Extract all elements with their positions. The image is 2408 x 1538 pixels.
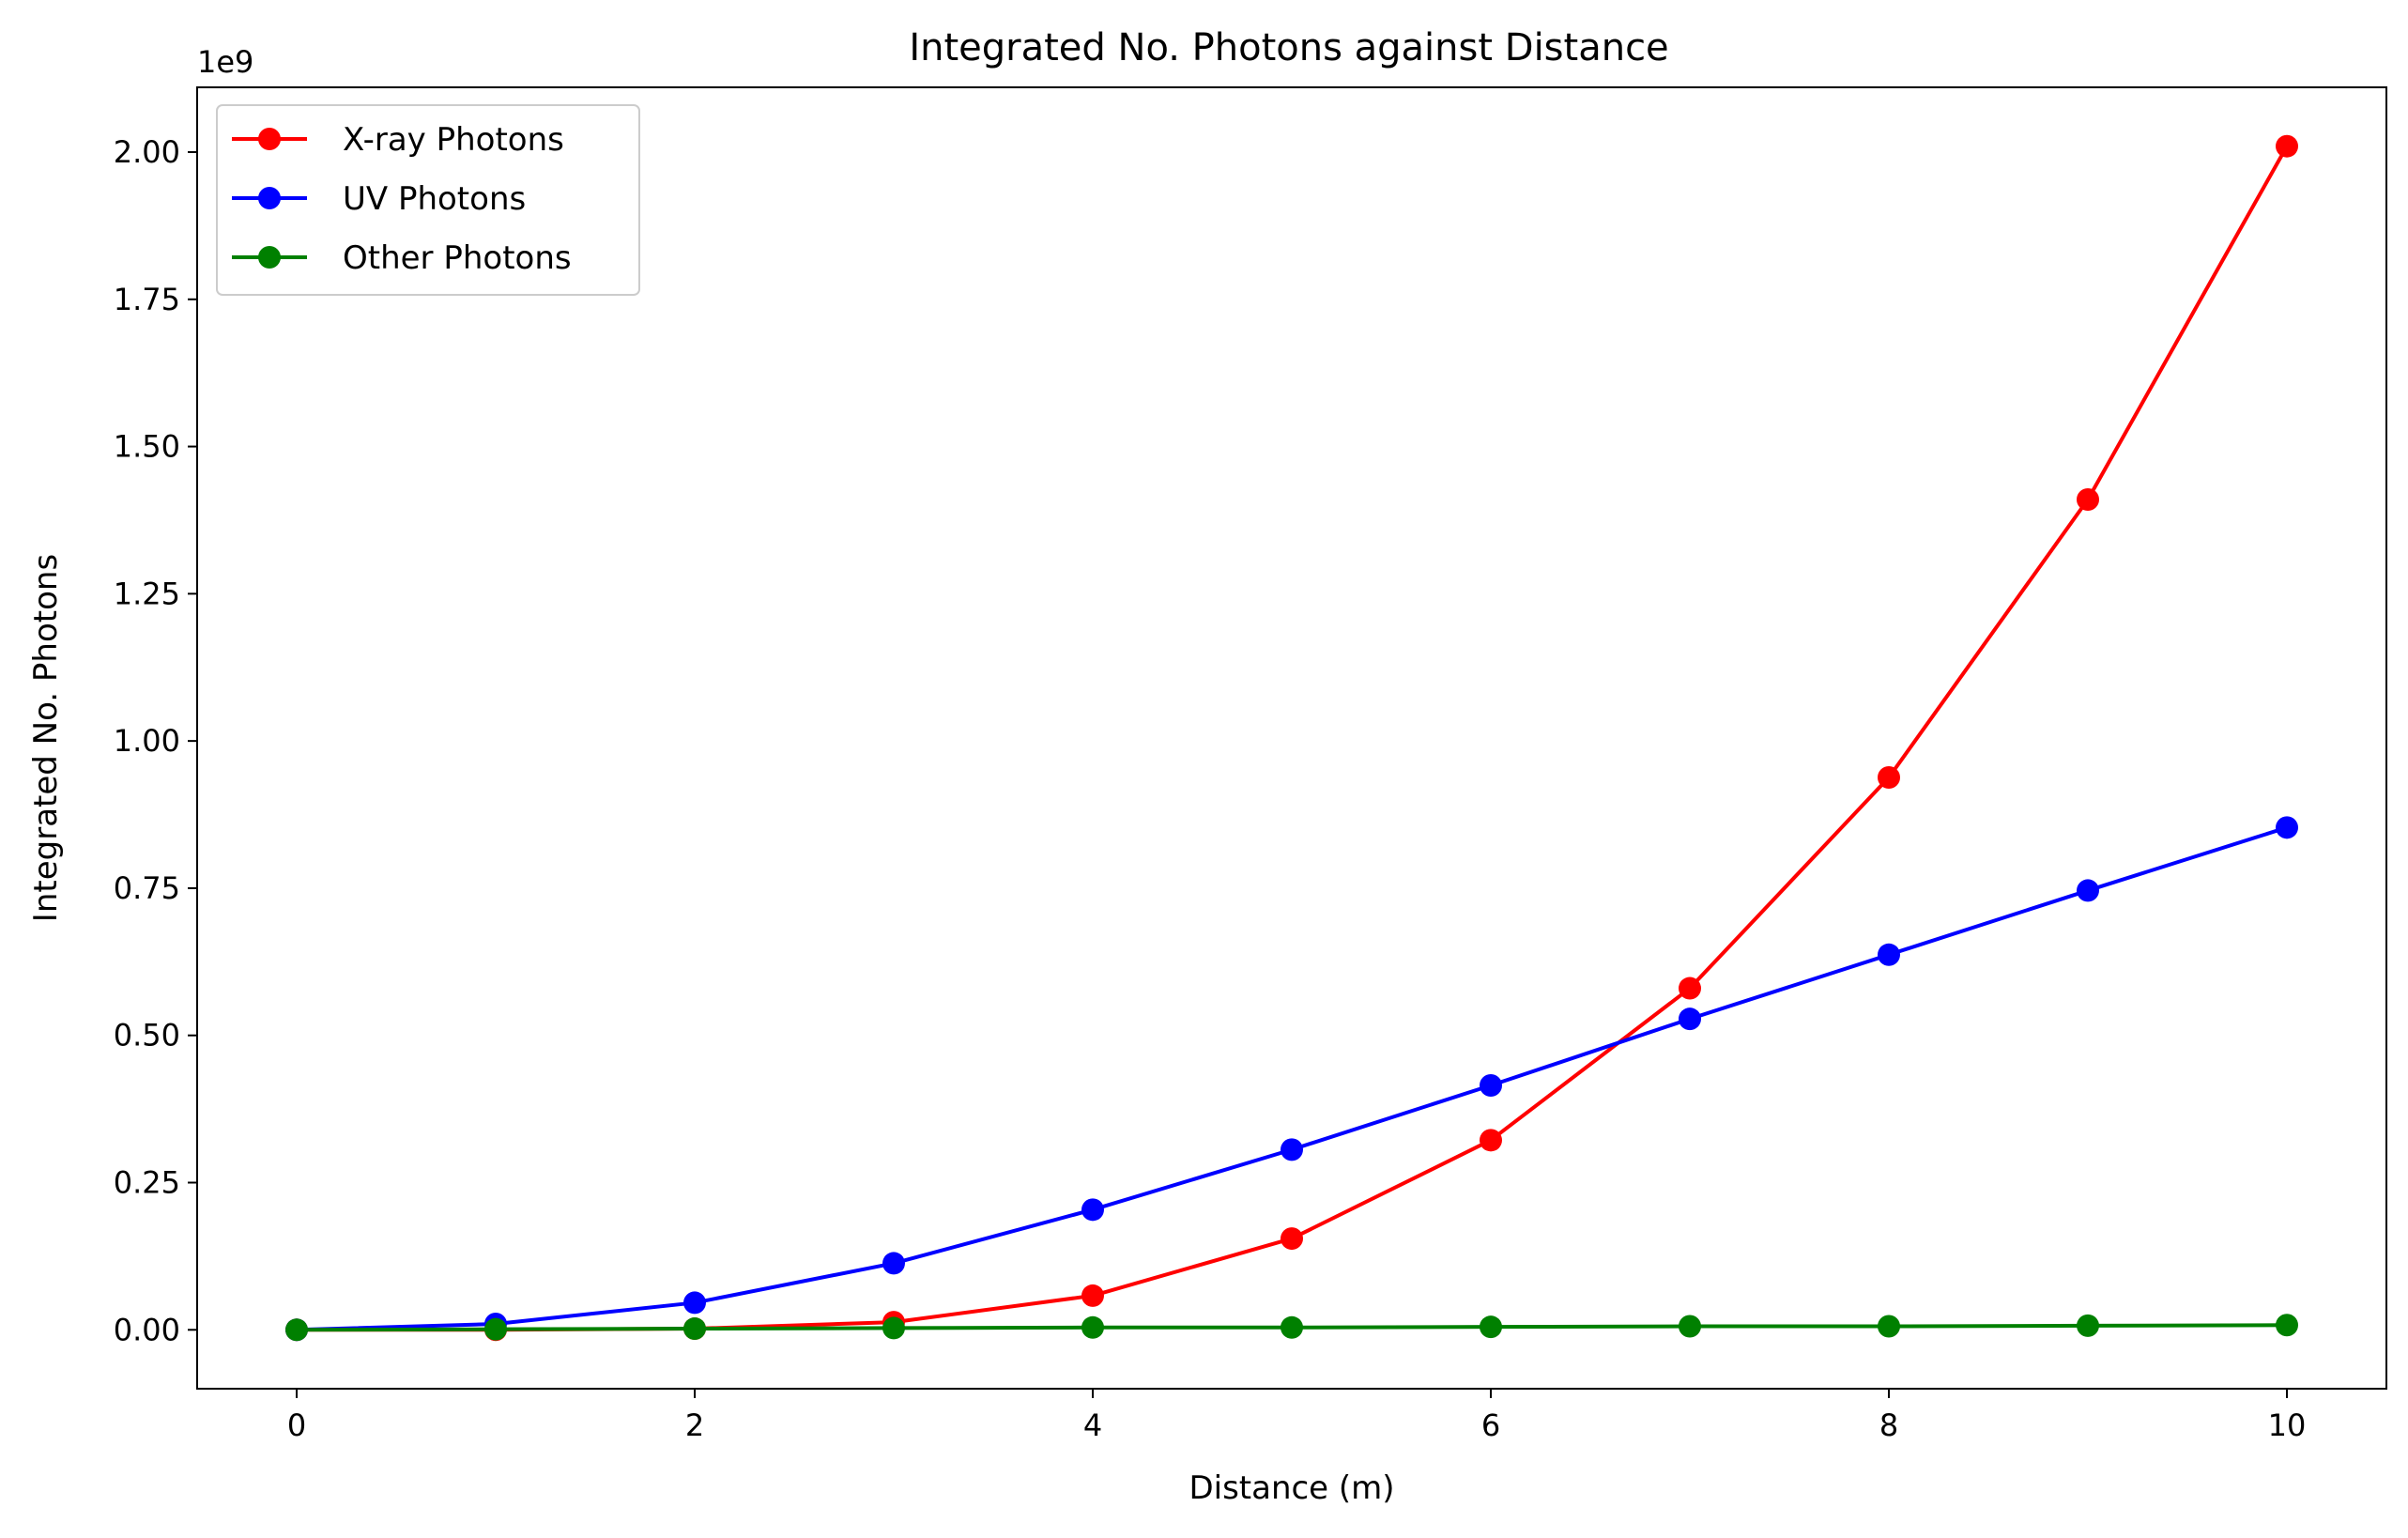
legend-marker <box>258 128 281 150</box>
x-tick-label: 6 <box>1481 1407 1500 1443</box>
legend-item: UV Photons <box>232 180 526 218</box>
data-point-other-photons <box>1081 1315 1104 1339</box>
data-point-other-photons <box>882 1316 905 1340</box>
data-point-other-photons <box>484 1317 507 1341</box>
plot-frame <box>196 86 2387 1390</box>
y-tick-label: 1.00 <box>114 723 180 759</box>
data-point-uv-photons <box>1281 1138 1303 1161</box>
y-axis: 0.00 0.25 0.50 0.75 1.00 1.25 1.50 1.75 2.00 <box>114 134 197 1347</box>
legend-marker <box>258 187 281 209</box>
y-offset-label: 1e9 <box>197 44 253 80</box>
y-axis-label: Integrated No. Photons <box>27 554 65 922</box>
x-tick-label: 10 <box>2268 1407 2307 1443</box>
data-point-uv-photons <box>2077 879 2099 902</box>
legend-box <box>216 104 640 296</box>
y-tick-label: 0.00 <box>114 1312 180 1347</box>
data-point-x-ray-photons <box>2276 134 2298 158</box>
y-tick-label: 0.25 <box>114 1164 180 1200</box>
y-tick-label: 0.75 <box>114 870 180 906</box>
data-point-uv-photons <box>683 1291 706 1315</box>
data-point-uv-photons <box>1480 1074 1502 1098</box>
data-point-x-ray-photons <box>1878 766 1900 790</box>
data-point-other-photons <box>1878 1315 1900 1338</box>
plot-area <box>197 87 2386 1389</box>
series-layer <box>285 134 2298 1342</box>
legend-label: X-ray Photons <box>343 121 564 159</box>
data-point-uv-photons <box>1679 1007 1701 1031</box>
x-axis-label: Distance (m) <box>1189 1469 1394 1507</box>
x-axis: 0 2 4 6 8 10 <box>287 1389 2307 1443</box>
data-point-other-photons <box>683 1317 706 1341</box>
legend-label: Other Photons <box>343 239 572 277</box>
y-tick-label: 2.00 <box>114 134 180 170</box>
data-point-x-ray-photons <box>2077 488 2099 512</box>
data-point-uv-photons <box>1081 1198 1104 1222</box>
data-point-other-photons <box>285 1318 308 1342</box>
x-tick-label: 0 <box>287 1407 306 1443</box>
data-point-x-ray-photons <box>1081 1284 1104 1307</box>
legend-item: X-ray Photons <box>232 121 564 159</box>
x-tick-label: 2 <box>685 1407 704 1443</box>
data-point-other-photons <box>1480 1315 1502 1339</box>
data-point-uv-photons <box>882 1252 905 1275</box>
data-point-x-ray-photons <box>1281 1227 1303 1251</box>
y-tick-label: 0.50 <box>114 1018 180 1054</box>
legend: X-ray Photons UV Photons Other Photons <box>216 104 640 296</box>
data-point-other-photons <box>1281 1315 1303 1339</box>
data-point-x-ray-photons <box>1480 1129 1502 1152</box>
chart-title: Integrated No. Photons against Distance <box>909 26 1668 69</box>
y-tick-label: 1.25 <box>114 576 180 611</box>
x-tick-label: 4 <box>1083 1407 1102 1443</box>
data-point-x-ray-photons <box>1679 977 1701 1000</box>
y-tick-label: 1.50 <box>114 429 180 465</box>
y-tick-label: 1.75 <box>114 282 180 317</box>
legend-label: UV Photons <box>343 180 526 218</box>
data-point-uv-photons <box>2276 816 2298 839</box>
data-point-other-photons <box>2077 1314 2099 1337</box>
legend-marker <box>258 246 281 269</box>
x-tick-label: 8 <box>1879 1407 1898 1443</box>
data-point-uv-photons <box>1878 943 1900 966</box>
data-point-other-photons <box>2276 1314 2298 1337</box>
legend-item: Other Photons <box>232 239 572 277</box>
data-point-other-photons <box>1679 1315 1701 1338</box>
